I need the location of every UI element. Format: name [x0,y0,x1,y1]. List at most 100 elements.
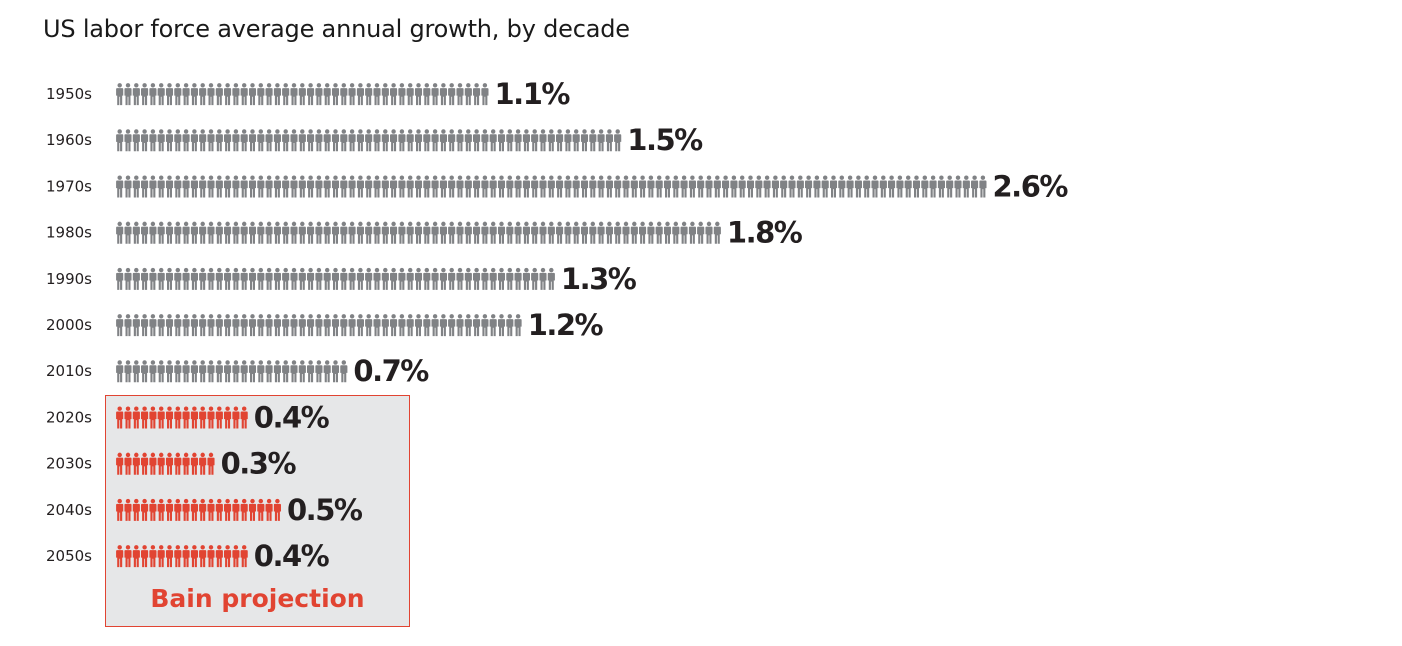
category-label-1960s: 1960s [46,131,92,149]
person-icon [298,175,306,198]
person-icon [365,83,373,106]
person-icon [697,175,705,198]
person-icon [979,175,987,198]
person-icon [124,452,132,475]
person-icon [522,267,531,290]
person-icon [298,314,306,337]
category-label-2050s: 2050s [46,547,92,565]
person-icon [672,221,680,244]
person-icon [140,545,149,568]
person-icon [248,267,257,290]
person-icon [804,175,813,198]
person-icon [124,498,132,521]
person-icon [680,175,688,198]
person-icon [423,314,431,337]
person-icon [223,498,232,521]
person-icon [406,175,414,198]
value-label-2030s: 0.3% [221,447,297,481]
person-icon [439,83,448,106]
person-icon [223,267,232,290]
value-label-1950s: 1.1% [495,77,571,111]
person-icon [165,452,174,475]
person-icon [489,129,497,152]
person-icon [381,314,389,337]
person-icon [356,314,365,337]
person-icon [389,175,398,198]
person-icon [248,83,257,106]
person-icon [265,314,273,337]
person-icon [904,175,912,198]
person-icon [697,221,705,244]
person-icon [456,314,464,337]
person-icon [132,267,140,290]
person-icon [298,360,306,383]
person-icon [431,83,439,106]
person-icon [174,314,182,337]
person-icon [439,314,448,337]
person-icon [165,314,174,337]
person-icon [199,267,207,290]
person-icon [257,129,265,152]
person-icon [597,221,605,244]
person-icon [207,221,215,244]
person-icon [240,267,248,290]
person-icon [273,83,282,106]
person-icon [614,221,622,244]
person-icon [406,314,414,337]
person-icon [647,175,655,198]
person-icon [348,175,356,198]
person-icon [439,175,448,198]
person-icon [306,314,315,337]
person-icon [448,129,456,152]
person-icon [306,360,315,383]
person-icon [199,221,207,244]
person-icon [680,221,688,244]
person-icon [589,129,597,152]
person-icon [124,267,132,290]
person-icon [472,221,481,244]
person-icon [970,175,979,198]
person-icon [207,267,215,290]
person-icon [240,498,248,521]
person-icon [248,129,257,152]
person-icon [489,314,497,337]
person-icon [190,267,199,290]
person-icon [406,221,414,244]
person-icon [132,452,140,475]
person-icon [323,360,331,383]
person-icon [290,221,298,244]
person-icon [389,129,398,152]
person-icon [199,314,207,337]
person-icon [423,83,431,106]
person-icon [124,129,132,152]
person-icon [713,175,721,198]
person-icon [240,545,248,568]
person-icon [472,129,481,152]
person-icon [132,221,140,244]
person-icon [555,221,564,244]
person-icon [406,129,414,152]
person-icon [174,221,182,244]
person-icon [265,267,273,290]
person-icon [962,175,970,198]
person-icon [140,406,149,429]
person-icon [688,221,697,244]
person-icon [439,129,448,152]
person-icon [954,175,962,198]
person-icon [257,221,265,244]
category-label-2030s: 2030s [46,455,92,473]
person-icon [481,221,489,244]
person-icon [456,83,464,106]
person-icon [481,267,489,290]
person-icon [165,406,174,429]
person-icon [738,175,746,198]
person-icon [572,129,580,152]
person-icon [149,221,157,244]
person-icon [912,175,921,198]
person-icon [240,221,248,244]
person-icon [149,314,157,337]
person-icon [124,83,132,106]
person-icon [315,129,323,152]
person-icon [464,267,472,290]
person-icon [232,175,240,198]
